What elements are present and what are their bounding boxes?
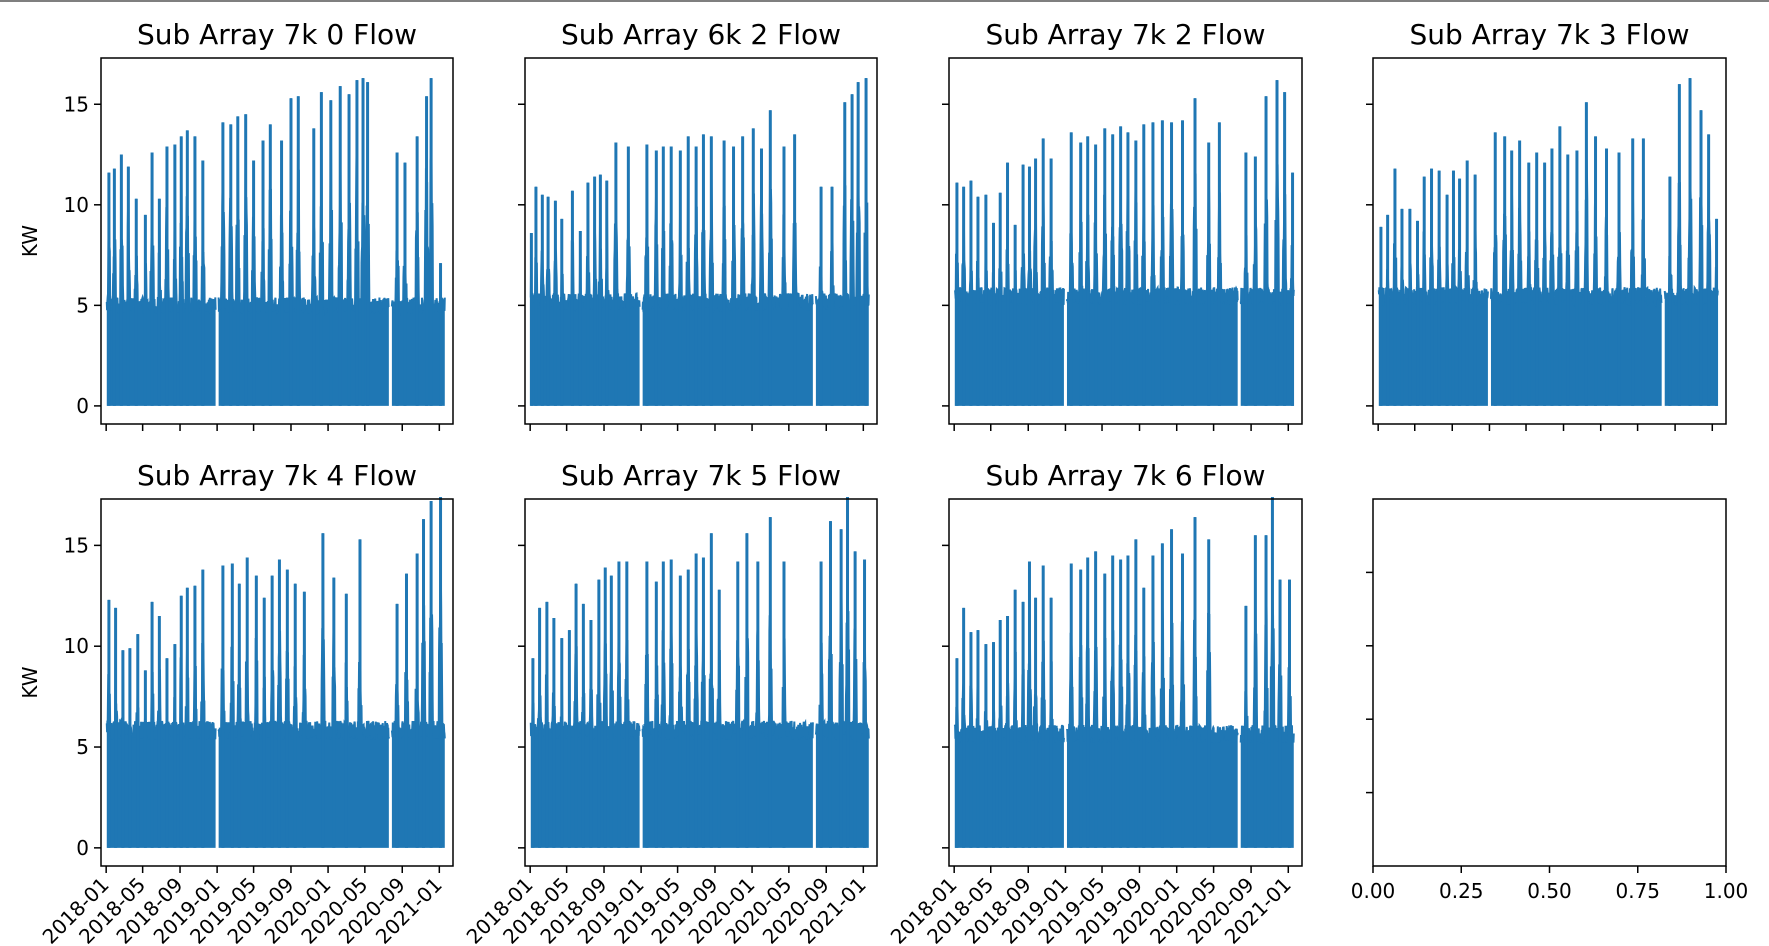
y-tick-label: 5 [76, 293, 89, 317]
subplot-title: Sub Array 7k 6 Flow [985, 459, 1265, 492]
y-tick-label: 5 [76, 735, 89, 759]
subplot-1: Sub Array 7k 0 Flow 0 5 10 15 KW [18, 18, 454, 431]
subplot-title: Sub Array 7k 3 Flow [1409, 18, 1689, 51]
axes-frame [100, 498, 454, 867]
axes-frame [948, 57, 1303, 425]
subplot-7: Sub Array 7k 6 Flow2018-012018-052018-09… [886, 459, 1303, 946]
y-tick-label: 10 [64, 193, 89, 217]
subplot-grid: Sub Array 7k 0 Flow 0 5 10 15 KW Sub Array 6k … [18, 18, 1748, 946]
y-tick-label: 0 [76, 394, 89, 418]
y-tick-label: 10 [64, 634, 89, 658]
y-axis-label: KW [18, 666, 42, 698]
series-area-segment [530, 142, 640, 406]
series-line-segment [814, 78, 870, 313]
series-line-segment [529, 561, 641, 743]
axes-frame [948, 498, 1303, 867]
series-area-segment [815, 78, 869, 406]
axes-frame [100, 57, 454, 425]
subplot-6: Sub Array 7k 5 Flow2018-012018-052018-09… [462, 459, 878, 946]
x-tick-label: 0.00 [1351, 879, 1396, 903]
axes-frame [1372, 57, 1727, 425]
series-line-segment [953, 561, 1065, 744]
series-line-segment [954, 138, 1065, 307]
subplot-2: Sub Array 6k 2 Flow [518, 18, 878, 431]
subplot-title: Sub Array 7k 5 Flow [561, 459, 841, 492]
subplot-title: Sub Array 7k 4 Flow [137, 459, 417, 492]
series-area-segment [218, 78, 389, 406]
x-tick-label: 0.75 [1615, 879, 1660, 903]
x-tick-label: 0.50 [1527, 879, 1572, 903]
subplot-title: Sub Array 6k 2 Flow [561, 18, 841, 51]
y-tick-label: 15 [64, 533, 89, 557]
series-line-segment [105, 569, 217, 740]
y-tick-label: 15 [64, 92, 89, 116]
subplot-title: Sub Array 7k 0 Flow [137, 18, 417, 51]
axes-frame [524, 57, 878, 425]
subplot-title: Sub Array 7k 2 Flow [985, 18, 1265, 51]
series-line-segment [105, 130, 217, 315]
y-axis-label: KW [18, 225, 42, 257]
subplot-8: 0.00 0.25 0.50 0.75 1.00 [1351, 498, 1749, 903]
plot-area [1373, 499, 1726, 866]
y-tick-label: 0 [76, 836, 89, 860]
x-tick-label: 1.00 [1704, 879, 1749, 903]
series-line-segment [1377, 160, 1489, 309]
subplot-4: Sub Array 7k 3 Flow [1366, 18, 1727, 431]
subplot-3: Sub Array 7k 2 Flow [942, 18, 1303, 431]
axes-frame [524, 498, 878, 867]
x-tick-label: 0.25 [1439, 879, 1484, 903]
axes-frame [1372, 498, 1727, 867]
